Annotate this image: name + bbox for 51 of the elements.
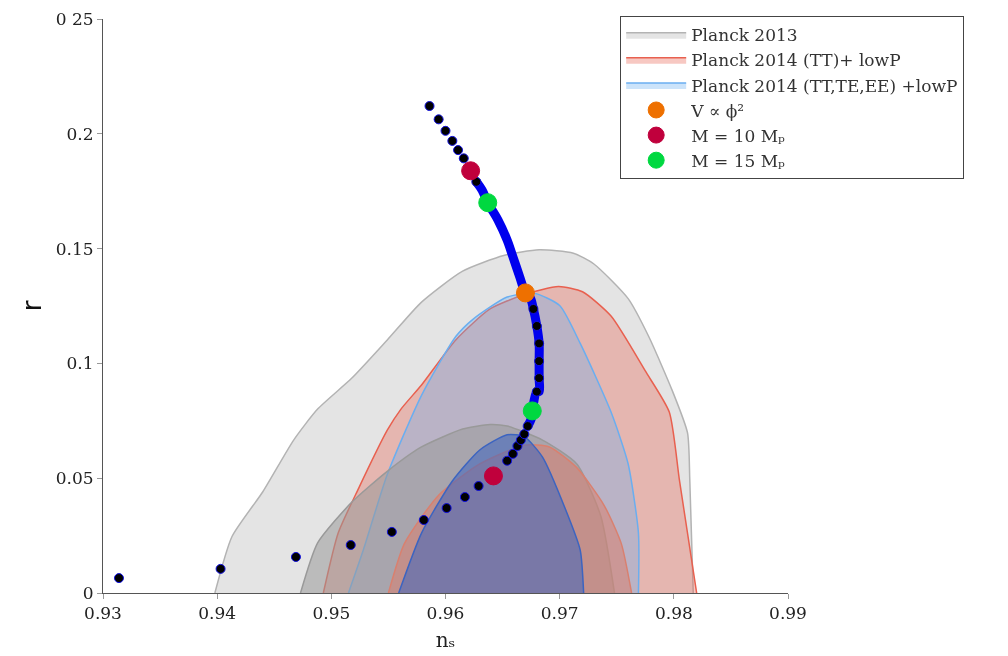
y-tick-label: 0 25 (55, 8, 94, 29)
x-tick-label: 0.95 (312, 603, 351, 624)
legend-label: M = 10 Mₚ (691, 125, 786, 146)
x-axis-title: nₛ (435, 627, 456, 652)
y-tick-label: 0.1 (66, 353, 94, 374)
point (461, 161, 481, 181)
point (531, 386, 542, 397)
x-tick-label: 0.99 (769, 603, 807, 624)
x-tick-label: 0.96 (426, 603, 465, 624)
x-tick-label: 0.93 (84, 603, 122, 624)
point (440, 125, 451, 136)
x-tick-label: 0.94 (198, 603, 237, 624)
point (534, 373, 545, 384)
point (459, 492, 470, 503)
point (424, 101, 435, 112)
point (519, 429, 530, 440)
point (345, 540, 356, 551)
point (458, 153, 469, 164)
point (502, 455, 513, 466)
legend-label: M = 15 Mₚ (691, 150, 786, 171)
point (441, 503, 452, 514)
point (433, 114, 444, 125)
point (478, 193, 498, 213)
point (522, 421, 533, 432)
point (522, 401, 542, 421)
x-tick-label: 0.98 (654, 603, 693, 624)
legend-label: Planck 2014 (TT)+ lowP (691, 50, 901, 71)
point (290, 551, 301, 562)
legend-label: V ∝ ϕ² (690, 100, 745, 121)
point (447, 135, 458, 146)
point (534, 356, 545, 367)
point (453, 145, 464, 156)
y-tick-label: 0.2 (66, 123, 94, 144)
y-axis-title: r (17, 300, 47, 312)
legend-label: Planck 2014 (TT,TE,EE) +lowP (691, 75, 958, 96)
point (528, 303, 539, 314)
y-tick-label: 0.05 (55, 468, 94, 489)
y-tick-label: 0 (82, 582, 94, 603)
x-tick-label: 0.97 (540, 603, 579, 624)
point (473, 481, 484, 492)
point (534, 338, 545, 349)
point (215, 563, 226, 574)
point (507, 448, 518, 459)
point (531, 320, 542, 331)
point (113, 573, 124, 584)
point (483, 466, 503, 486)
point (386, 526, 397, 537)
point (515, 283, 535, 303)
legend-label: Planck 2013 (691, 25, 798, 46)
y-tick-label: 0.15 (55, 238, 94, 259)
point (418, 514, 429, 525)
